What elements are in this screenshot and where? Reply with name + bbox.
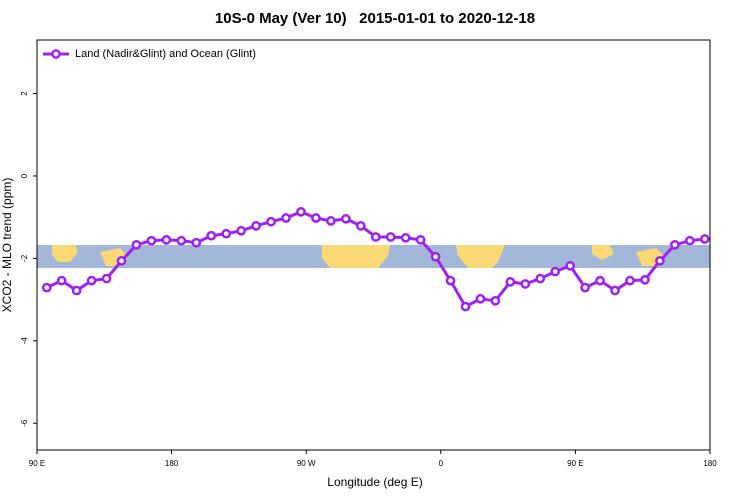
data-point [221, 228, 232, 239]
chart-title: 10S-0 May (Ver 10) 2015-01-01 to 2020-12… [215, 10, 535, 27]
y-tick-label: 0 [20, 173, 29, 178]
data-point [550, 266, 561, 277]
y-tick-label: 2 [20, 91, 29, 96]
data-point [490, 295, 501, 306]
data-point [595, 275, 605, 286]
data-point [610, 285, 620, 296]
data-point [296, 206, 306, 217]
data-point [116, 256, 127, 266]
data-point [56, 275, 67, 286]
data-point [385, 232, 396, 242]
y-tick-label: -4 [20, 337, 29, 345]
x-axis-label: Longitude (deg E) [327, 475, 422, 489]
data-point [505, 277, 516, 287]
y-tick-label: -6 [20, 419, 29, 427]
x-tick-label: 90 E [29, 459, 45, 468]
plot-frame [36, 39, 711, 451]
data-point [131, 239, 142, 250]
data-point [684, 235, 695, 246]
data-point [266, 216, 276, 227]
data-point [311, 213, 321, 223]
data-point [699, 234, 710, 244]
x-tick-label: 180 [703, 459, 717, 468]
data-point [251, 220, 261, 231]
data-point [355, 220, 366, 231]
legend-marker [51, 49, 61, 59]
x-tick-label: 180 [165, 459, 179, 468]
data-point [445, 275, 456, 286]
data-point [41, 282, 52, 293]
data-point [535, 273, 546, 284]
data-point [281, 213, 291, 223]
data-point [340, 213, 351, 224]
data-point [146, 235, 157, 246]
data-point [625, 275, 635, 286]
data-point [655, 256, 665, 266]
data-point [460, 301, 471, 312]
data-point [161, 234, 172, 245]
data-point [580, 282, 590, 293]
data-point [206, 230, 217, 241]
data-point [640, 274, 650, 285]
data-point [415, 234, 426, 245]
map-background [37, 245, 710, 268]
data-point [370, 232, 381, 242]
data-point [71, 285, 82, 296]
data-point [236, 225, 246, 236]
legend-label: Land (Nadir&Glint) and Ocean (Glint) [75, 48, 256, 60]
data-point [326, 216, 336, 226]
y-tick-label: -2 [20, 254, 29, 262]
data-point [565, 260, 576, 271]
data-point [400, 232, 411, 243]
data-point [191, 237, 202, 248]
data-point [86, 275, 97, 286]
y-axis-label: XCO2 - MLO trend (ppm) [0, 178, 14, 313]
x-tick-label: 0 [439, 459, 444, 468]
x-tick-label: 90 E [567, 459, 583, 468]
data-point [430, 251, 441, 262]
data-point [475, 293, 486, 304]
data-point [101, 273, 112, 284]
data-point [176, 235, 187, 246]
data-point [520, 279, 531, 289]
x-tick-label: 90 W [297, 459, 316, 468]
data-point [670, 239, 680, 250]
